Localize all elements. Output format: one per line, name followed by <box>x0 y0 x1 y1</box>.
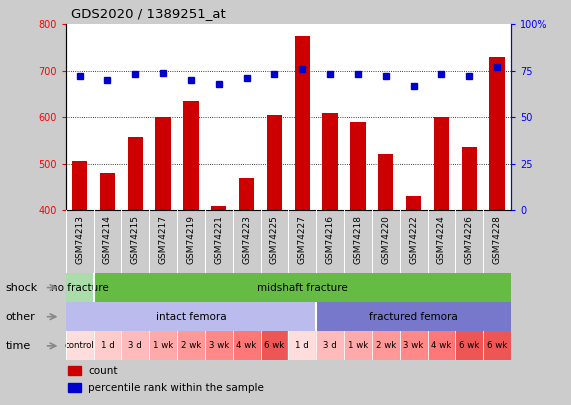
Text: fractured femora: fractured femora <box>369 312 458 322</box>
Text: GSM74221: GSM74221 <box>214 215 223 264</box>
Text: 2 wk: 2 wk <box>376 341 396 350</box>
Bar <box>66 331 94 360</box>
Bar <box>66 273 94 302</box>
Text: control: control <box>65 341 94 350</box>
Bar <box>72 162 87 210</box>
Bar <box>68 366 81 375</box>
Bar <box>155 117 171 210</box>
Bar <box>316 331 344 360</box>
Text: intact femora: intact femora <box>156 312 226 322</box>
Bar <box>483 331 511 360</box>
Text: GSM74220: GSM74220 <box>381 215 391 264</box>
Text: count: count <box>88 366 118 376</box>
Bar <box>378 154 393 210</box>
Bar <box>205 331 233 360</box>
Bar <box>400 331 428 360</box>
Bar <box>456 331 483 360</box>
Text: GSM74216: GSM74216 <box>325 215 335 264</box>
Bar <box>211 207 227 210</box>
Bar <box>323 113 338 210</box>
Bar <box>68 383 81 392</box>
Text: time: time <box>6 341 31 351</box>
Bar <box>406 196 421 210</box>
Text: shock: shock <box>6 283 38 292</box>
Text: 3 wk: 3 wk <box>404 341 424 350</box>
Bar <box>316 302 511 331</box>
Bar <box>149 331 177 360</box>
Bar <box>233 331 260 360</box>
Text: no fracture: no fracture <box>51 283 108 292</box>
Text: 2 wk: 2 wk <box>181 341 201 350</box>
Bar <box>66 302 316 331</box>
Bar <box>267 115 282 210</box>
Bar <box>127 137 143 210</box>
Text: 1 d: 1 d <box>100 341 114 350</box>
Bar <box>428 331 456 360</box>
Text: 3 d: 3 d <box>128 341 142 350</box>
Text: GSM74213: GSM74213 <box>75 215 84 264</box>
Text: GSM74222: GSM74222 <box>409 215 418 264</box>
Text: GSM74224: GSM74224 <box>437 215 446 264</box>
Bar <box>434 117 449 210</box>
Bar <box>372 331 400 360</box>
Text: 1 wk: 1 wk <box>348 341 368 350</box>
Text: GSM74217: GSM74217 <box>159 215 168 264</box>
Bar <box>288 331 316 360</box>
Text: GSM74218: GSM74218 <box>353 215 363 264</box>
Text: GSM74228: GSM74228 <box>493 215 502 264</box>
Bar <box>100 173 115 210</box>
Text: GSM74223: GSM74223 <box>242 215 251 264</box>
Text: 4 wk: 4 wk <box>431 341 452 350</box>
Text: 3 wk: 3 wk <box>208 341 229 350</box>
Text: 1 wk: 1 wk <box>153 341 173 350</box>
Bar <box>260 331 288 360</box>
Bar <box>461 147 477 210</box>
Text: 6 wk: 6 wk <box>264 341 284 350</box>
Text: 4 wk: 4 wk <box>236 341 257 350</box>
Text: other: other <box>6 312 35 322</box>
Text: 6 wk: 6 wk <box>487 341 507 350</box>
Bar <box>177 331 205 360</box>
Text: GSM74214: GSM74214 <box>103 215 112 264</box>
Bar <box>183 101 199 210</box>
Text: midshaft fracture: midshaft fracture <box>257 283 348 292</box>
Text: GSM74227: GSM74227 <box>297 215 307 264</box>
Text: 3 d: 3 d <box>323 341 337 350</box>
Bar <box>295 36 310 210</box>
Text: GSM74215: GSM74215 <box>131 215 140 264</box>
Text: GSM74225: GSM74225 <box>270 215 279 264</box>
Text: percentile rank within the sample: percentile rank within the sample <box>88 383 264 393</box>
Bar <box>239 178 254 210</box>
Text: 1 d: 1 d <box>295 341 309 350</box>
Text: 6 wk: 6 wk <box>459 341 480 350</box>
Text: GDS2020 / 1389251_at: GDS2020 / 1389251_at <box>71 7 226 20</box>
Bar <box>350 122 365 210</box>
Bar <box>122 331 149 360</box>
Text: GSM74219: GSM74219 <box>186 215 195 264</box>
Bar <box>489 57 505 210</box>
Bar <box>94 331 122 360</box>
Text: GSM74226: GSM74226 <box>465 215 474 264</box>
Bar <box>344 331 372 360</box>
